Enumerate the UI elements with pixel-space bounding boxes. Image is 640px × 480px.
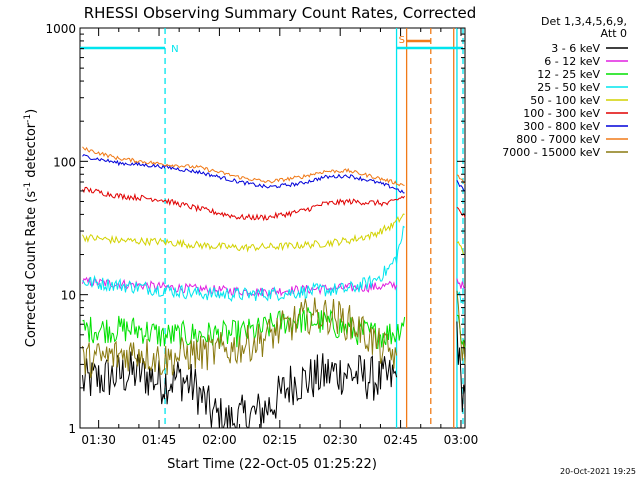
series-line-8	[82, 297, 398, 379]
x-tick-label-0: 01:30	[81, 433, 116, 447]
series-line-1-post	[456, 278, 466, 290]
series-line-7	[82, 146, 405, 187]
x-tick-label-6: 03:00	[444, 433, 479, 447]
y-tick-label-0: 1	[68, 422, 76, 436]
y-axis-label-mid: detector	[24, 122, 39, 182]
legend-label-4: 50 - 100 keV	[530, 94, 600, 107]
y-axis-label-sup1: -1	[23, 182, 33, 191]
series-line-7-post	[456, 174, 466, 185]
annotation-label-0: N	[171, 44, 178, 55]
plot-area: NS 01:30 01:45 02:00 02:15 02:30 02:45 03:00 1…	[45, 22, 478, 447]
x-tick-label-5: 02:45	[383, 433, 418, 447]
legend-header-0: Det 1,3,4,5,6,9,	[541, 15, 627, 28]
y-axis-label-sup2: -1	[23, 114, 33, 123]
series-line-2	[82, 307, 406, 350]
y-tick-label-2: 100	[53, 155, 76, 169]
x-tick-label-4: 02:30	[323, 433, 358, 447]
footer-date: 20-Oct-2021 19:25	[560, 467, 636, 476]
annotation-label-1: S	[399, 35, 405, 46]
chart-title: RHESSI Observing Summary Count Rates, Co…	[84, 4, 477, 22]
legend-label-8: 7000 - 15000 keV	[502, 146, 600, 159]
series-line-6-post	[456, 179, 466, 192]
legend-label-6: 300 - 800 keV	[523, 120, 600, 133]
series-line-4	[82, 213, 405, 253]
legend-label-3: 25 - 50 keV	[537, 81, 600, 94]
series-line-6	[82, 153, 405, 194]
series-line-0-post	[456, 321, 466, 413]
x-axis-label: Start Time (22-Oct-05 01:25:22)	[167, 457, 377, 472]
x-axis-ticks: 01:30 01:45 02:00 02:15 02:30 02:45 03:00	[81, 28, 478, 447]
annotation-bars: NS	[80, 35, 463, 55]
y-tick-label-3: 1000	[45, 22, 76, 36]
legend-label-2: 12 - 25 keV	[537, 68, 600, 81]
x-tick-label-1: 01:45	[142, 433, 177, 447]
legend-header-1: Att 0	[601, 27, 627, 40]
y-axis-label: Corrected Count Rate (s-1 detector-1)	[23, 109, 39, 347]
x-tick-label-2: 02:00	[202, 433, 237, 447]
y-axis-label-end: )	[24, 109, 39, 114]
series-layer	[82, 146, 466, 429]
series-line-0	[82, 351, 398, 429]
series-line-4-post	[456, 240, 465, 255]
legend-label-7: 800 - 7000 keV	[516, 133, 600, 146]
plot-frame	[79, 27, 466, 429]
series-line-5-post	[456, 206, 466, 218]
y-axis-ticks: 1 10 100 1000	[45, 22, 465, 436]
series-line-5	[82, 186, 406, 222]
y-tick-label-1: 10	[61, 289, 76, 303]
legend-label-1: 6 - 12 keV	[544, 55, 600, 68]
series-line-8-post	[456, 290, 466, 365]
y-axis-label-start: Corrected Count Rate (s	[24, 191, 39, 348]
legend-label-0: 3 - 6 keV	[551, 42, 600, 55]
legend-label-5: 100 - 300 keV	[523, 107, 600, 120]
x-tick-label-3: 02:15	[263, 433, 298, 447]
series-line-3	[82, 225, 405, 302]
